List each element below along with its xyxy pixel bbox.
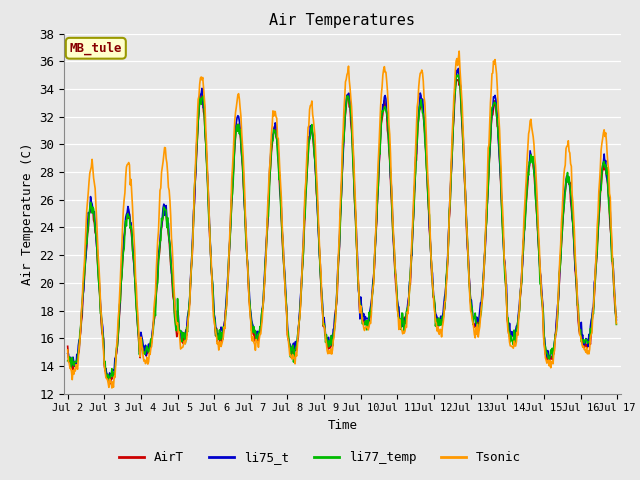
li77_temp xyxy=(410,214,417,220)
AirT xyxy=(131,275,139,280)
li75_t xyxy=(131,276,139,281)
Tsonic xyxy=(131,251,139,256)
AirT xyxy=(612,314,620,320)
Line: li77_temp: li77_temp xyxy=(68,75,616,383)
Line: li75_t: li75_t xyxy=(68,69,616,381)
Text: MB_tule: MB_tule xyxy=(70,42,122,55)
AirT xyxy=(410,216,417,222)
li75_t xyxy=(216,332,223,337)
Line: AirT: AirT xyxy=(68,80,616,384)
Tsonic xyxy=(64,347,72,353)
AirT xyxy=(187,282,195,288)
Y-axis label: Air Temperature (C): Air Temperature (C) xyxy=(20,143,34,285)
li75_t xyxy=(64,350,72,356)
Tsonic xyxy=(216,341,223,347)
AirT xyxy=(106,381,114,386)
li77_temp xyxy=(131,277,139,283)
li75_t xyxy=(426,224,433,229)
li75_t xyxy=(454,66,462,72)
li77_temp xyxy=(64,358,72,364)
Tsonic xyxy=(426,207,433,213)
li75_t xyxy=(105,378,113,384)
li77_temp xyxy=(216,327,223,333)
Line: Tsonic: Tsonic xyxy=(68,51,616,388)
Tsonic xyxy=(108,385,116,391)
li77_temp xyxy=(454,72,462,78)
Legend: AirT, li75_t, li77_temp, Tsonic: AirT, li75_t, li77_temp, Tsonic xyxy=(114,446,526,469)
Title: Air Temperatures: Air Temperatures xyxy=(269,13,415,28)
AirT xyxy=(64,344,72,349)
AirT xyxy=(74,356,81,361)
li75_t xyxy=(410,214,417,220)
AirT xyxy=(426,228,433,233)
li75_t xyxy=(74,353,81,359)
li77_temp xyxy=(426,212,433,218)
X-axis label: Time: Time xyxy=(328,419,357,432)
Tsonic xyxy=(74,366,81,372)
li75_t xyxy=(612,317,620,323)
AirT xyxy=(454,77,462,83)
Tsonic xyxy=(410,201,417,207)
AirT xyxy=(216,335,223,341)
Tsonic xyxy=(455,48,463,54)
li75_t xyxy=(187,275,195,281)
li77_temp xyxy=(106,380,113,385)
li77_temp xyxy=(74,355,81,361)
Tsonic xyxy=(187,277,195,283)
Tsonic xyxy=(612,321,620,326)
li77_temp xyxy=(187,280,195,286)
li77_temp xyxy=(612,322,620,327)
